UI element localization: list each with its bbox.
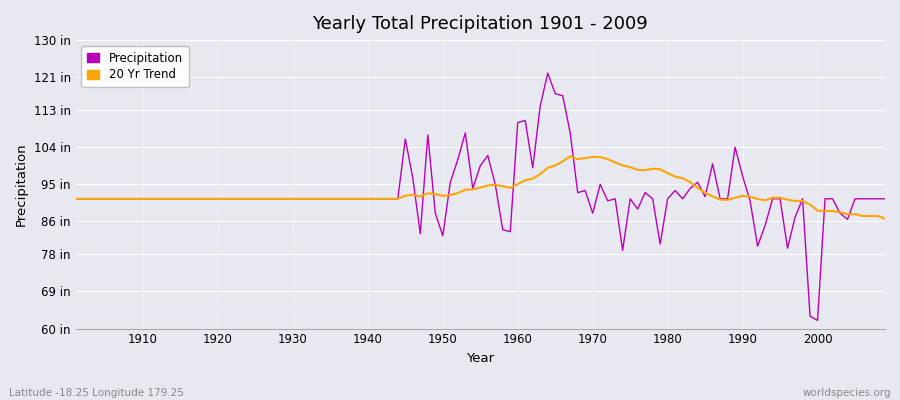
Text: worldspecies.org: worldspecies.org xyxy=(803,388,891,398)
20 Yr Trend xyxy=(879,216,890,221)
Precipitation xyxy=(130,196,141,201)
20 Yr Trend xyxy=(130,196,141,201)
20 Yr Trend xyxy=(70,196,81,201)
Precipitation xyxy=(543,71,553,76)
Legend: Precipitation, 20 Yr Trend: Precipitation, 20 Yr Trend xyxy=(81,46,189,87)
Precipitation xyxy=(505,229,516,234)
Precipitation xyxy=(812,318,823,323)
Precipitation xyxy=(512,120,523,125)
Text: Latitude -18.25 Longitude 179.25: Latitude -18.25 Longitude 179.25 xyxy=(9,388,184,398)
Y-axis label: Precipitation: Precipitation xyxy=(15,142,28,226)
20 Yr Trend xyxy=(340,196,351,201)
Precipitation xyxy=(879,196,890,201)
20 Yr Trend xyxy=(565,154,576,159)
Precipitation xyxy=(295,196,306,201)
Line: Precipitation: Precipitation xyxy=(76,73,885,320)
20 Yr Trend xyxy=(512,182,523,186)
20 Yr Trend xyxy=(295,196,306,201)
Precipitation xyxy=(610,196,621,201)
20 Yr Trend xyxy=(610,160,621,165)
20 Yr Trend xyxy=(505,186,516,190)
Precipitation xyxy=(340,196,351,201)
Precipitation xyxy=(70,196,81,201)
X-axis label: Year: Year xyxy=(466,352,494,365)
Line: 20 Yr Trend: 20 Yr Trend xyxy=(76,156,885,218)
Title: Yearly Total Precipitation 1901 - 2009: Yearly Total Precipitation 1901 - 2009 xyxy=(312,15,648,33)
